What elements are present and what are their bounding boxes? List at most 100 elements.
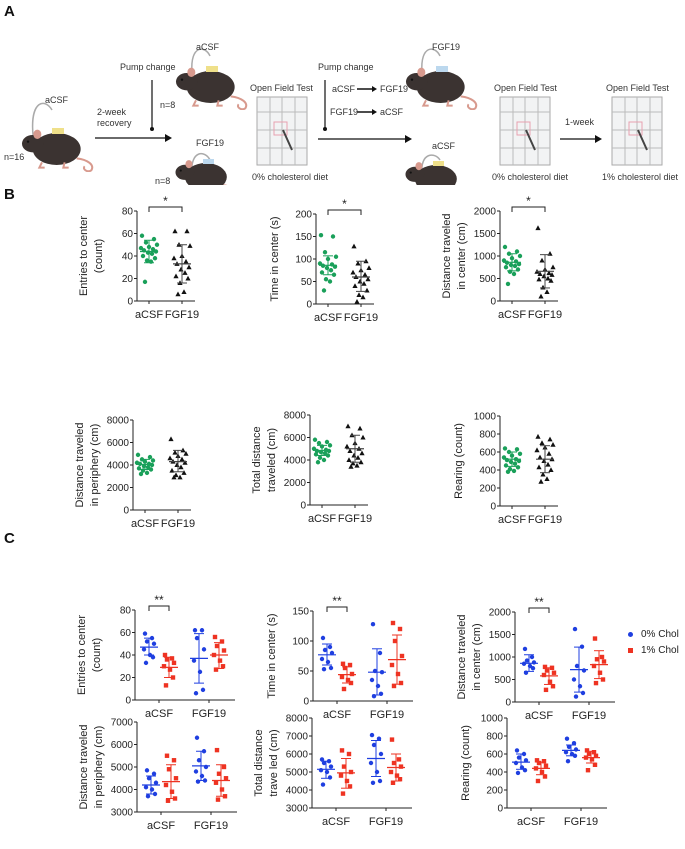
data-point — [599, 654, 605, 660]
data-point — [369, 677, 375, 683]
y-tick-label: 200 — [295, 210, 312, 221]
data-point — [197, 669, 203, 675]
y-tick-label: 0 — [306, 300, 312, 311]
y-tick-label: 800 — [486, 732, 503, 743]
data-point — [537, 271, 543, 276]
data-point — [362, 271, 368, 277]
x-tick-label: FGF19 — [564, 816, 598, 828]
data-point — [513, 760, 519, 766]
data-point — [193, 691, 199, 696]
data-point — [193, 769, 199, 774]
data-point — [591, 750, 597, 755]
data-point — [530, 666, 536, 671]
data-point — [357, 278, 363, 284]
y-tick-label: 7000 — [111, 718, 134, 729]
data-point — [138, 471, 144, 477]
data-point — [153, 780, 159, 785]
data-point — [535, 778, 541, 784]
data-point — [547, 436, 553, 442]
y-tick-label: 50 — [301, 277, 313, 288]
data-point — [550, 264, 556, 270]
data-point — [146, 776, 152, 781]
data-point — [344, 778, 350, 784]
data-point — [161, 664, 167, 669]
chart-3: 0 500 1000 1500 2000 Distance traveled in cent… — [441, 194, 562, 321]
data-point — [544, 476, 550, 481]
series-FGF19-0% Chol — [192, 735, 210, 784]
x-tick-label: FGF19 — [192, 708, 226, 720]
y-tick-label: 600 — [479, 448, 496, 459]
after-bottom-label: aCSF — [432, 141, 456, 151]
data-point — [355, 260, 361, 266]
data-point — [597, 670, 603, 675]
chart-1: 0 20 40 60 80 Entries to center (count) aCSF FGF… — [78, 194, 199, 321]
chart-7: 0 20 40 60 80 Entries to center (count) aCSF FGF… — [76, 593, 235, 720]
start-n: n=16 — [4, 152, 25, 162]
interval-label: 1-week — [565, 117, 595, 127]
data-point — [503, 265, 509, 270]
data-point — [398, 680, 404, 686]
mouse-start-icon — [20, 102, 94, 172]
mouse-acsf-after-icon — [404, 154, 468, 185]
significance-bracket — [148, 206, 183, 212]
data-point — [574, 663, 580, 669]
chart-10: 3000 4000 5000 6000 7000 Distance traveled in … — [78, 718, 237, 832]
y-tick-label: 8000 — [286, 714, 309, 725]
data-point — [219, 639, 225, 644]
data-point — [515, 770, 521, 776]
data-point — [345, 677, 351, 683]
data-point — [182, 270, 188, 275]
data-point — [505, 281, 511, 287]
data-point — [545, 275, 551, 281]
data-point — [199, 773, 205, 779]
y-tick-label: 150 — [295, 232, 312, 243]
series-FGF19-0% Chol — [570, 626, 588, 699]
group-bottom-label: FGF19 — [196, 138, 225, 148]
y-axis-label: Distance traveled — [78, 725, 90, 810]
significance-label: * — [163, 194, 168, 208]
data-point — [591, 663, 597, 669]
series-aCSF-0% Chol — [318, 635, 336, 672]
data-point — [312, 437, 318, 442]
chart-12: 0 200 400 600 800 1000 Rearing (count) aCSF FGF1… — [460, 714, 607, 828]
data-point — [315, 460, 321, 465]
data-point — [328, 268, 334, 273]
data-point — [318, 768, 324, 773]
data-point — [366, 265, 372, 270]
series-aCSF-0% Chol — [317, 757, 335, 787]
data-point — [200, 687, 206, 693]
y-axis-label: in periphery (cm) — [93, 726, 105, 809]
data-point — [178, 464, 184, 470]
square-marker-icon — [628, 647, 633, 653]
y-tick-label: 0 — [125, 696, 131, 707]
data-point — [589, 757, 595, 762]
data-point — [357, 425, 363, 431]
data-point — [341, 686, 347, 692]
x-tick-label: aCSF — [131, 518, 159, 530]
data-point — [214, 643, 220, 649]
open-field-arena-2 — [499, 96, 551, 166]
data-point — [167, 455, 173, 461]
data-point — [511, 271, 517, 277]
y-tick-label: 0 — [497, 804, 503, 815]
y-tick-label: 80 — [120, 606, 132, 617]
data-point — [350, 269, 356, 275]
data-point — [351, 452, 357, 458]
series-aCSF — [311, 437, 333, 465]
y-tick-label: 0 — [490, 502, 496, 513]
data-point — [142, 279, 148, 285]
data-point — [539, 769, 545, 775]
panel-label-c: C — [4, 530, 15, 547]
data-point — [571, 677, 577, 682]
data-point — [375, 683, 381, 689]
data-point — [572, 626, 578, 632]
y-tick-label: 8000 — [107, 416, 130, 427]
data-point — [192, 628, 198, 633]
x-tick-label: FGF19 — [370, 709, 404, 721]
mouse-acsf-group-icon — [174, 48, 248, 110]
x-tick-label: aCSF — [322, 816, 350, 828]
y-tick-label: 500 — [479, 274, 496, 285]
data-point — [151, 771, 157, 776]
data-point — [505, 469, 511, 474]
data-point — [544, 289, 550, 294]
